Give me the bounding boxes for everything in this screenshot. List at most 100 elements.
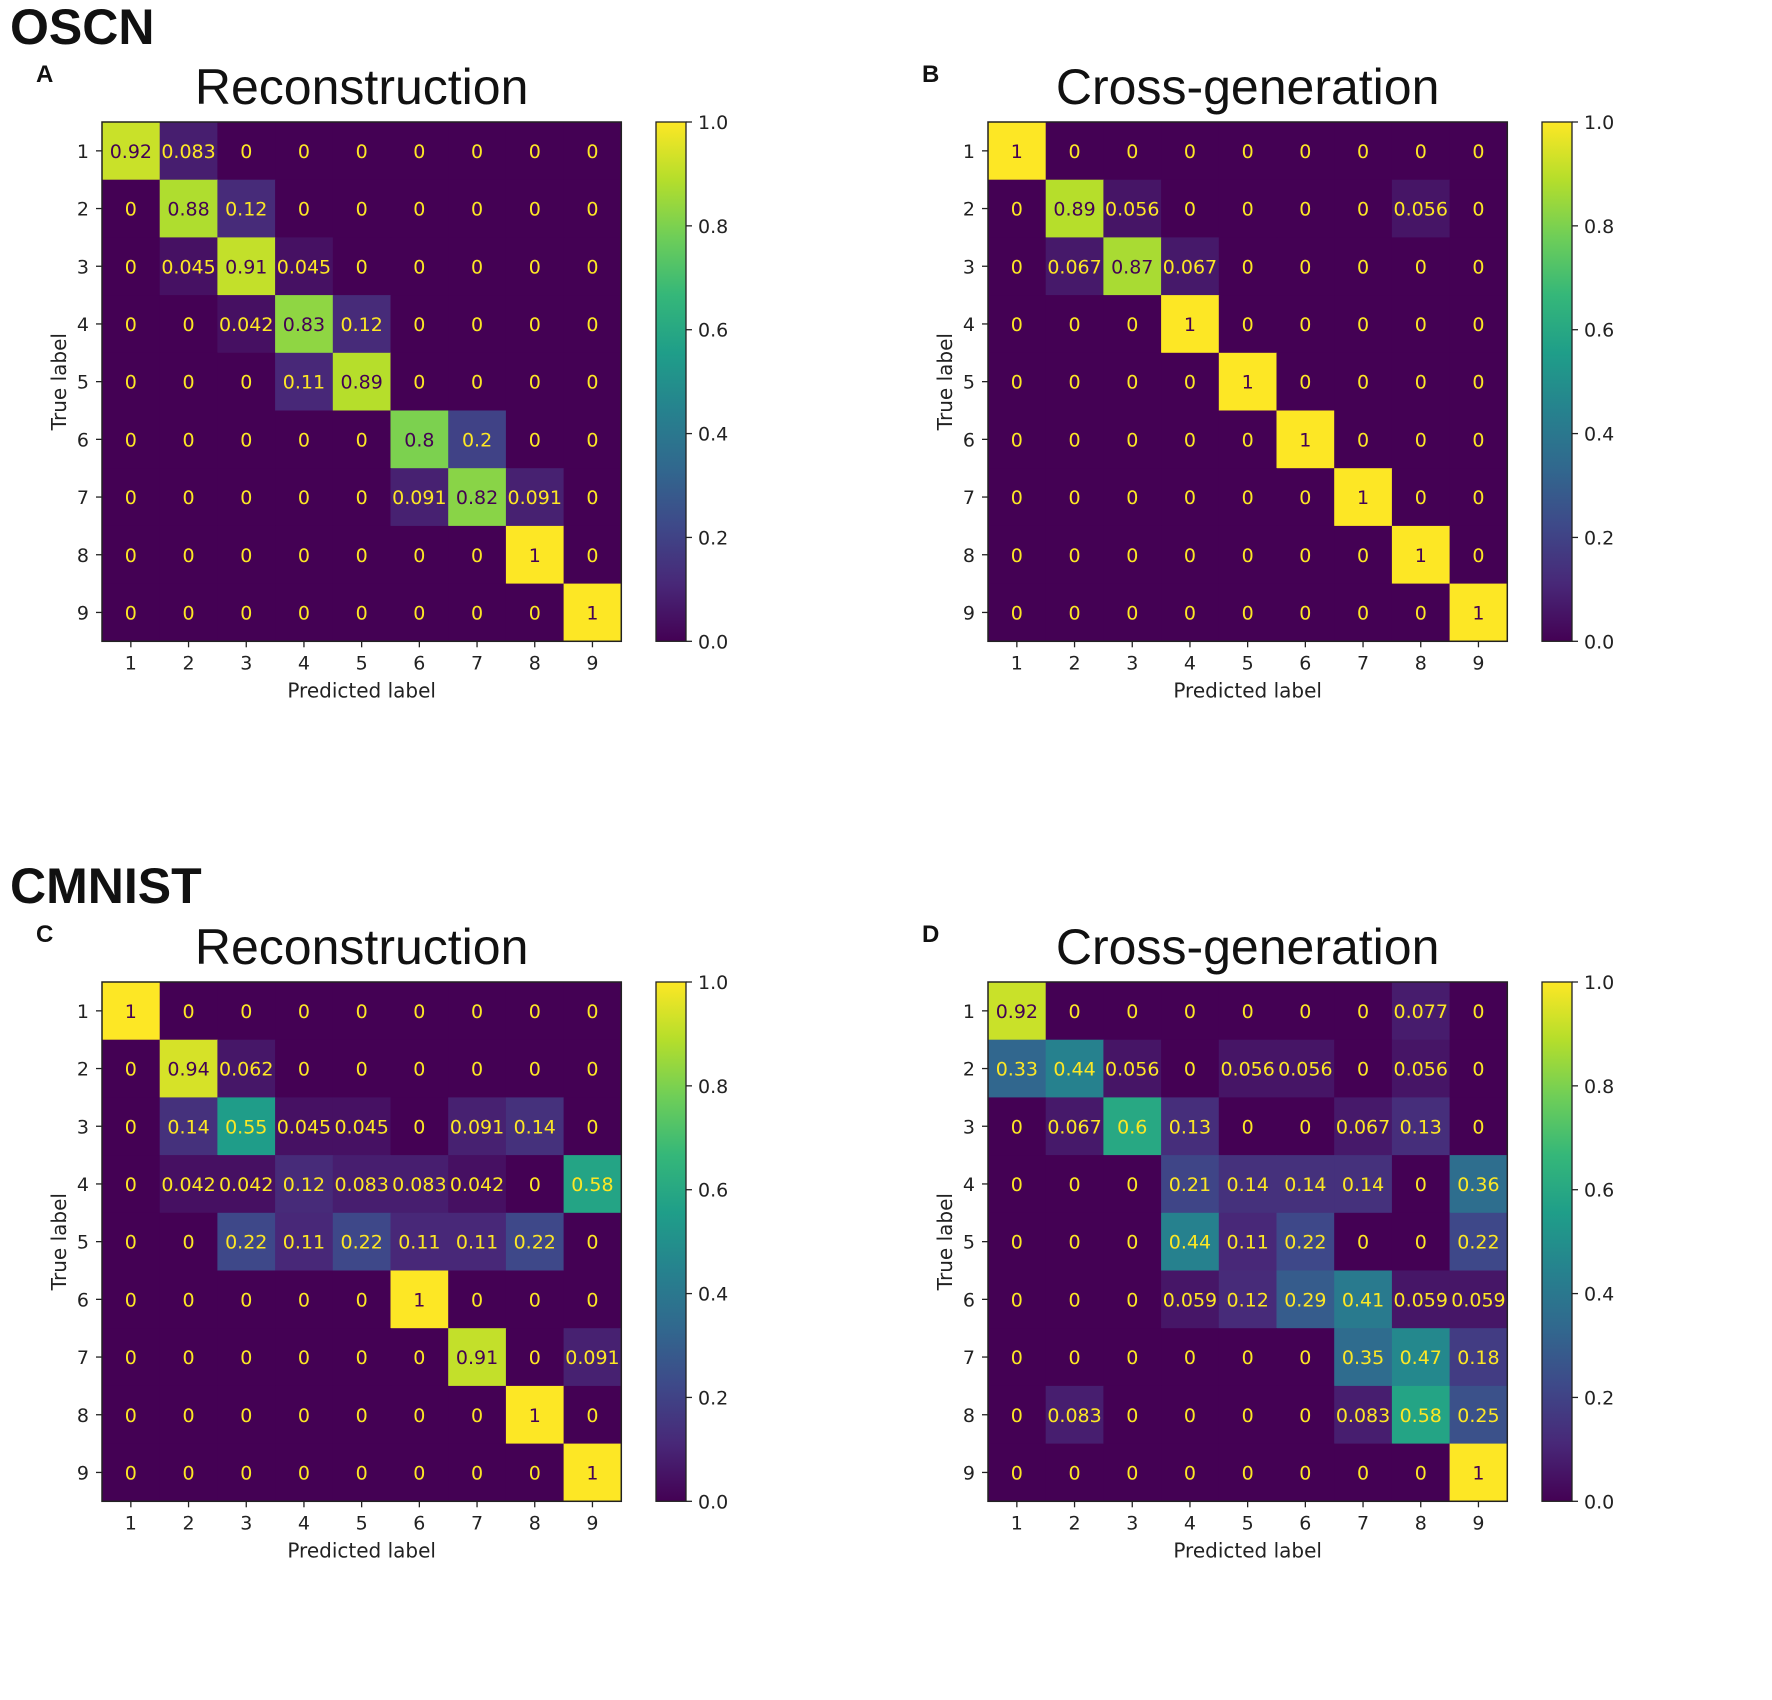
cell-value: 0.22 (1457, 1232, 1499, 1254)
heatmap-cell (1103, 982, 1162, 1041)
cell-value: 0.13 (1169, 1116, 1211, 1138)
heatmap-cell (1103, 179, 1162, 238)
x-tick-label: 2 (183, 1512, 195, 1534)
x-tick-label: 6 (1299, 652, 1311, 674)
cell-value: 1 (1184, 314, 1196, 336)
cell-value: 0 (1011, 372, 1023, 394)
cell-value: 0.21 (1169, 1174, 1211, 1196)
cell-value: 0 (1299, 545, 1311, 567)
panel-b: B Cross-generation 1 0 0 0 0 0 0 0 0 0 0.89 0.056 0 0 0 0… (886, 60, 1772, 840)
heatmap-cell (275, 583, 334, 642)
cell-value: 0 (298, 1462, 310, 1484)
heatmap-cell (563, 295, 622, 354)
heatmap-cell (217, 1155, 276, 1214)
heatmap-cell (1161, 410, 1220, 469)
heatmap-cell (1103, 1443, 1162, 1502)
y-axis-label: True label (47, 1193, 71, 1291)
heatmap-cell (390, 1443, 449, 1502)
cell-value: 0 (125, 1462, 137, 1484)
heatmap-cell (1391, 1328, 1451, 1387)
cell-value: 0 (298, 602, 310, 624)
cell-value: 0 (1184, 372, 1196, 394)
heatmap-cell (390, 237, 449, 296)
cell-value: 0 (1011, 1405, 1023, 1427)
cell-value: 0 (529, 199, 541, 221)
y-tick-label: 8 (77, 1405, 89, 1427)
cell-value: 0 (1415, 602, 1427, 624)
heatmap-cell (217, 468, 276, 527)
heatmap-cell (448, 1155, 507, 1214)
x-tick-label: 2 (1069, 652, 1081, 674)
heatmap-cell (1334, 1328, 1393, 1387)
heatmap-cell (988, 1270, 1047, 1329)
x-tick-label: 5 (356, 652, 368, 674)
heatmap-cell (390, 1385, 449, 1445)
cell-value: 0.045 (277, 256, 331, 278)
heatmap-cell (390, 468, 449, 527)
cell-value: 0 (298, 1405, 310, 1427)
heatmap-cell (563, 1212, 622, 1272)
cell-value: 0 (183, 429, 195, 451)
y-tick-label: 5 (77, 372, 89, 394)
cell-value: 0 (298, 1289, 310, 1311)
cell-value: 0 (471, 1462, 483, 1484)
x-tick-label: 3 (1126, 652, 1138, 674)
heatmap-cell (1276, 525, 1335, 585)
heatmap-cell (988, 295, 1047, 354)
cell-value: 0 (413, 199, 425, 221)
cell-value: 0 (183, 487, 195, 509)
cell-value: 0 (1415, 1232, 1427, 1254)
cell-value: 0 (1126, 1289, 1138, 1311)
cell-value: 0 (125, 1232, 137, 1254)
cell-value: 0 (1357, 545, 1369, 567)
heatmap-cell (1218, 1212, 1278, 1272)
heatmap-cell (988, 1039, 1047, 1098)
heatmap-cell (1161, 982, 1220, 1041)
y-tick-label: 1 (963, 141, 975, 163)
x-tick-label: 8 (529, 652, 541, 674)
heatmap-cell (332, 352, 392, 412)
cell-value: 0 (1184, 429, 1196, 451)
cell-value: 0 (529, 256, 541, 278)
heatmap-cell (217, 1328, 276, 1387)
cell-value: 0.11 (283, 1232, 325, 1254)
heatmap-cell (1103, 1270, 1162, 1329)
heatmap-cell (102, 525, 161, 585)
cell-value: 0.059 (1163, 1289, 1217, 1311)
heatmap-cell (1103, 1097, 1162, 1156)
cell-value: 0 (240, 602, 252, 624)
cell-value: 0 (125, 487, 137, 509)
y-tick-label: 7 (963, 1347, 975, 1369)
heatmap-cell (505, 1385, 565, 1445)
cell-value: 0 (1126, 545, 1138, 567)
heatmap-cell (988, 1328, 1047, 1387)
heatmap-cell (159, 237, 218, 296)
heatmap-cell (563, 352, 622, 412)
cell-value: 0 (1069, 602, 1081, 624)
heatmap-cell (1391, 468, 1451, 527)
heatmap-cell (332, 1212, 392, 1272)
cell-value: 0.87 (1111, 256, 1153, 278)
colorbar-tick-label: 0.4 (698, 1284, 728, 1306)
cell-value: 0 (1011, 1347, 1023, 1369)
x-tick-label: 8 (1415, 1512, 1427, 1534)
cell-value: 0 (1126, 314, 1138, 336)
cell-value: 0.11 (456, 1232, 498, 1254)
heatmap-cell (1045, 1155, 1104, 1214)
colorbar-tick-label: 1.0 (698, 112, 728, 134)
heatmap-cell (1449, 525, 1508, 585)
cell-value: 1 (1415, 545, 1427, 567)
cell-value: 0 (240, 1347, 252, 1369)
cell-value: 0.13 (1400, 1116, 1442, 1138)
heatmap-cell (217, 525, 276, 585)
cell-value: 0.89 (1053, 199, 1095, 221)
heatmap-cell (332, 1270, 392, 1329)
cell-value: 0 (356, 429, 368, 451)
y-tick-label: 7 (963, 487, 975, 509)
heatmap-cell (988, 525, 1047, 585)
heatmap-cell (159, 468, 218, 527)
cell-value: 0 (1126, 1462, 1138, 1484)
heatmap-cell (1161, 1155, 1220, 1214)
heatmap-cell (1334, 525, 1393, 585)
cell-value: 0.11 (398, 1232, 440, 1254)
